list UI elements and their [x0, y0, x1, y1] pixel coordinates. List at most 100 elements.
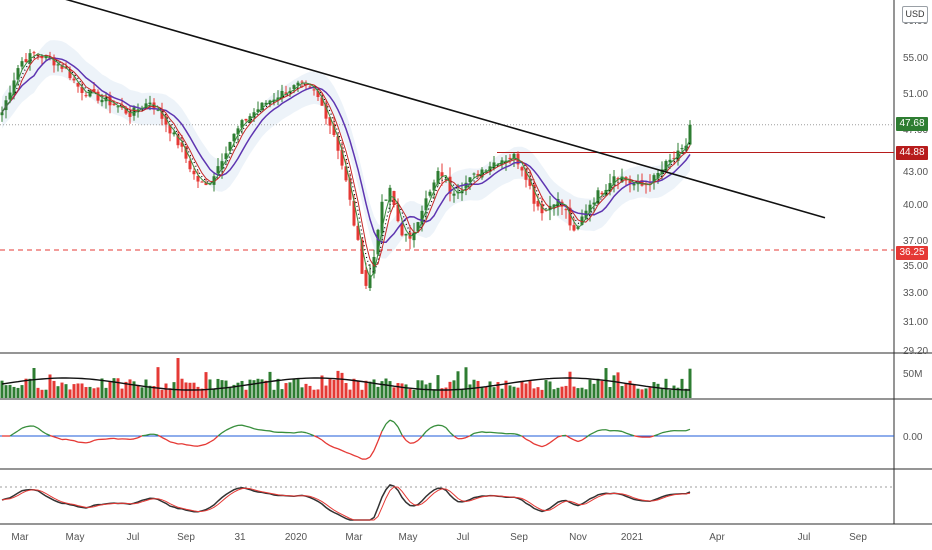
candle[interactable] [616, 178, 620, 180]
candle[interactable] [588, 204, 592, 213]
volume-bar[interactable] [116, 378, 120, 398]
volume-bar[interactable] [428, 382, 432, 398]
volume-bar[interactable] [324, 385, 328, 398]
volume-bar[interactable] [672, 385, 676, 398]
volume-bar[interactable] [200, 388, 204, 398]
volume-bar[interactable] [84, 387, 88, 398]
volume-bar[interactable] [48, 374, 52, 398]
volume-bar[interactable] [128, 379, 132, 398]
volume-bar[interactable] [512, 386, 516, 398]
volume-bar[interactable] [396, 383, 400, 398]
volume-bar[interactable] [344, 383, 348, 398]
candle[interactable] [188, 160, 192, 170]
candle[interactable] [540, 203, 544, 214]
volume-bar[interactable] [76, 383, 80, 398]
volume-bar[interactable] [288, 382, 292, 398]
candle[interactable] [260, 102, 264, 111]
candle[interactable] [240, 120, 244, 128]
volume-bar[interactable] [508, 385, 512, 398]
volume-bar[interactable] [376, 386, 380, 398]
stochastic-pane[interactable] [0, 484, 894, 521]
volume-bar[interactable] [384, 378, 388, 398]
candle[interactable] [572, 225, 576, 231]
volume-bar[interactable] [160, 389, 164, 398]
candle[interactable] [388, 187, 392, 202]
candle[interactable] [344, 166, 348, 181]
candle[interactable] [652, 175, 656, 183]
volume-bar[interactable] [180, 378, 184, 398]
candle[interactable] [556, 198, 560, 207]
candle[interactable] [72, 78, 76, 81]
candle[interactable] [196, 176, 200, 182]
candle[interactable] [400, 222, 404, 236]
candle[interactable] [384, 199, 388, 201]
volume-bar[interactable] [632, 383, 636, 398]
volume-bar[interactable] [220, 380, 224, 398]
volume-bar[interactable] [244, 389, 248, 398]
candle[interactable] [176, 135, 180, 146]
candle[interactable] [80, 86, 84, 93]
volume-bar[interactable] [140, 387, 144, 398]
candle[interactable] [340, 149, 344, 166]
volume-bar[interactable] [152, 386, 156, 398]
candle[interactable] [320, 97, 324, 106]
candle[interactable] [356, 225, 360, 240]
volume-bar[interactable] [16, 387, 20, 398]
volume-bar[interactable] [516, 387, 520, 398]
candle[interactable] [232, 133, 236, 142]
volume-bar[interactable] [532, 388, 536, 398]
volume-bar[interactable] [644, 388, 648, 398]
candle[interactable] [600, 192, 604, 195]
candle[interactable] [436, 171, 440, 184]
trendline[interactable] [0, 0, 826, 219]
candle[interactable] [332, 123, 336, 136]
candle[interactable] [592, 202, 596, 205]
volume-bar[interactable] [28, 378, 32, 398]
volume-bar[interactable] [156, 367, 160, 398]
volume-bar[interactable] [132, 381, 136, 398]
volume-bar[interactable] [328, 379, 332, 398]
candle[interactable] [228, 141, 232, 151]
candle[interactable] [672, 158, 676, 160]
volume-bar[interactable] [352, 378, 356, 398]
volume-bar[interactable] [176, 358, 180, 398]
volume-bar[interactable] [584, 389, 588, 398]
candle[interactable] [212, 176, 216, 185]
volume-bar[interactable] [272, 389, 276, 398]
volume-bar[interactable] [20, 385, 24, 398]
volume-bar[interactable] [292, 378, 296, 398]
candle[interactable] [164, 116, 168, 125]
volume-bar[interactable] [112, 378, 116, 398]
volume-bar[interactable] [104, 387, 108, 398]
volume-bar[interactable] [360, 389, 364, 398]
candle[interactable] [492, 162, 496, 169]
candle[interactable] [604, 189, 608, 196]
candle[interactable] [308, 86, 312, 88]
volume-bar[interactable] [624, 383, 628, 398]
candle[interactable] [656, 173, 660, 179]
volume-bar[interactable] [92, 388, 96, 398]
candle[interactable] [60, 66, 64, 69]
candle[interactable] [644, 184, 648, 186]
candle[interactable] [524, 169, 528, 180]
volume-bar[interactable] [260, 379, 264, 398]
candle[interactable] [328, 117, 332, 126]
volume-bar[interactable] [504, 380, 508, 398]
candle[interactable] [444, 178, 448, 180]
candle[interactable] [256, 109, 260, 113]
candle[interactable] [680, 148, 684, 150]
candle[interactable] [312, 89, 316, 91]
candle[interactable] [200, 181, 204, 183]
candle[interactable] [348, 178, 352, 200]
volume-bar[interactable] [456, 371, 460, 398]
volume-bar[interactable] [304, 383, 308, 398]
volume-bar[interactable] [320, 375, 324, 398]
volume-bar[interactable] [468, 384, 472, 398]
candle[interactable] [156, 109, 160, 111]
volume-bar[interactable] [56, 386, 60, 398]
candle[interactable] [296, 82, 300, 86]
candle[interactable] [568, 207, 572, 226]
candle[interactable] [220, 161, 224, 170]
volume-bar[interactable] [444, 387, 448, 398]
candle[interactable] [440, 172, 444, 177]
